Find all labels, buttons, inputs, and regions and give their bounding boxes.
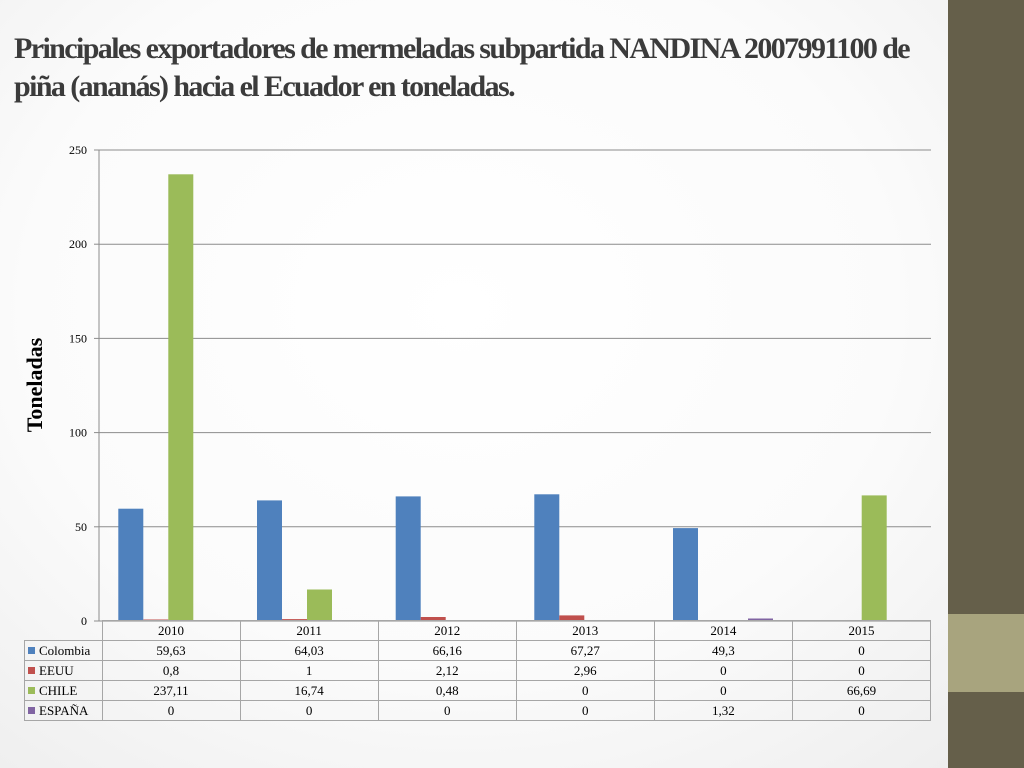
bar-eeuu-2013 xyxy=(559,615,585,621)
y-tick-label: 200 xyxy=(69,237,87,251)
bar-chile-2011 xyxy=(307,589,332,621)
y-tick-label: 0 xyxy=(81,614,87,628)
x-category-label: 2014 xyxy=(653,620,793,641)
legend-key xyxy=(28,647,35,655)
table-corner xyxy=(25,621,103,641)
data-label: 0 xyxy=(791,640,932,661)
x-category-label: 2015 xyxy=(791,620,932,641)
bar-chile-2010 xyxy=(168,174,194,622)
bar-españa-2014 xyxy=(748,618,773,621)
legend-entry: Colombia xyxy=(24,640,103,661)
legend-key xyxy=(28,667,35,675)
data-table: 2010 2011 2012 2013 2014 2015 Colombia 59,63 64,… xyxy=(24,620,932,721)
table-row: EEUU 0,8 1 2,12 2,96 0 0 xyxy=(24,660,932,681)
bar-colombia-2011 xyxy=(257,500,282,621)
x-category-label: 2010 xyxy=(101,620,241,641)
data-label: 16,74 xyxy=(239,680,379,701)
data-label: 0 xyxy=(653,680,793,701)
series-name: ESPAÑA xyxy=(39,702,89,718)
slide-title: Principales exportadores de mermeladas s… xyxy=(14,32,911,103)
data-label: 1 xyxy=(239,660,379,681)
y-tick-label: 150 xyxy=(69,331,87,345)
table-row: Colombia 59,63 64,03 66,16 67,27 49,3 0 xyxy=(24,640,932,661)
bar-eeuu-2012 xyxy=(420,617,446,621)
data-label: 49,3 xyxy=(653,640,793,661)
data-label: 0 xyxy=(101,700,241,721)
bar-colombia-2012 xyxy=(395,496,421,621)
data-label: 67,27 xyxy=(515,640,655,661)
data-label: 237,11 xyxy=(101,680,241,701)
table-header-row: 2010 2011 2012 2013 2014 2015 xyxy=(25,620,932,641)
series-name: EEUU xyxy=(39,662,74,678)
data-label: 1,32 xyxy=(653,700,793,721)
side-bar-accent xyxy=(948,614,1024,692)
table-row: ESPAÑA 0 0 0 0 1,32 0 xyxy=(24,700,932,721)
data-label: 59,63 xyxy=(101,640,241,661)
data-label: 0,8 xyxy=(101,660,241,681)
data-label: 0 xyxy=(515,680,655,701)
legend-entry: EEUU xyxy=(24,660,103,681)
data-label: 2,12 xyxy=(377,660,517,681)
data-label: 0 xyxy=(239,700,379,721)
data-label: 0 xyxy=(791,700,932,721)
legend-entry: ESPAÑA xyxy=(24,700,103,721)
x-category-label: 2012 xyxy=(377,620,517,641)
data-label: 0 xyxy=(653,660,793,681)
bar-colombia-2010 xyxy=(118,508,144,621)
data-label: 0 xyxy=(377,700,517,721)
table-row: CHILE 237,11 16,74 0,48 0 0 66,69 xyxy=(24,680,932,701)
bar-colombia-2013 xyxy=(534,494,560,621)
legend-key xyxy=(28,707,35,715)
x-category-label: 2011 xyxy=(239,620,379,641)
data-label: 0 xyxy=(791,660,932,681)
y-tick-label: 250 xyxy=(69,143,87,157)
legend-entry: CHILE xyxy=(24,680,103,701)
data-label: 0,48 xyxy=(377,680,517,701)
data-label: 2,96 xyxy=(515,660,655,681)
y-tick-label: 100 xyxy=(69,426,87,440)
data-label: 64,03 xyxy=(239,640,379,661)
x-category-label: 2013 xyxy=(515,620,655,641)
y-tick-label: 50 xyxy=(75,520,87,534)
legend-key xyxy=(28,687,35,695)
bar-chile-2015 xyxy=(861,495,887,621)
bar-chart: 0 50 100 150 200 250 xyxy=(69,143,931,628)
data-label: 66,69 xyxy=(791,680,932,701)
data-label: 0 xyxy=(515,700,655,721)
series-name: CHILE xyxy=(39,682,78,698)
series-name: Colombia xyxy=(39,642,91,658)
bar-colombia-2014 xyxy=(673,528,698,621)
data-label: 66,16 xyxy=(377,640,517,661)
